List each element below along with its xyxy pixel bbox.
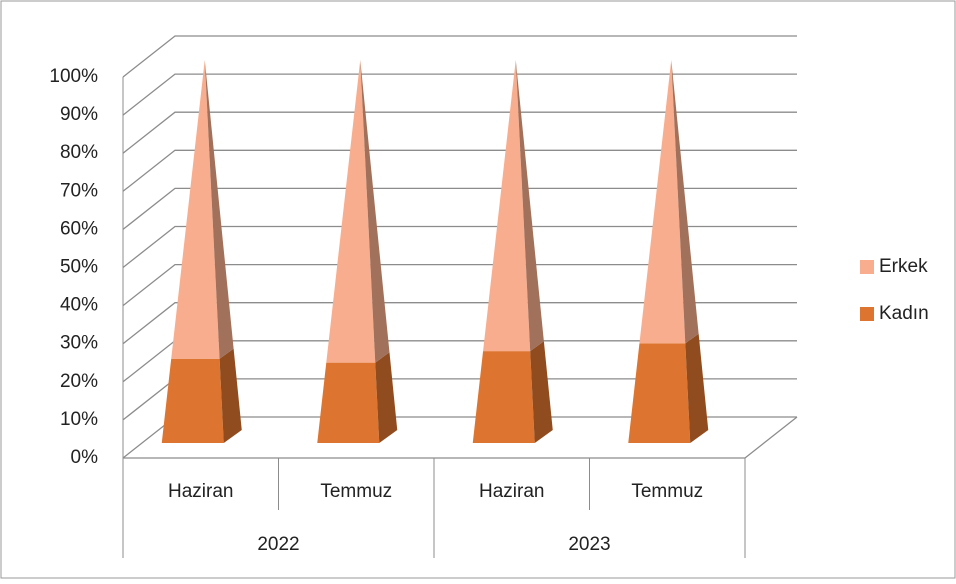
y-tick-label: 90% [60,104,98,125]
pyramid-side [375,352,398,443]
y-tick-label: 60% [60,218,98,239]
pyramid-segment [628,343,691,443]
pyramid-side [671,60,699,344]
pyramid-segment [483,60,531,352]
grid-line [122,187,797,230]
pyramid-segment [472,351,535,443]
legend-swatch [860,307,874,321]
y-tick-label: 20% [60,371,98,392]
pyramid-side [204,60,234,359]
x-tick-label: Haziran [168,481,233,502]
group-label: 2022 [257,534,299,555]
pyramid-side [530,341,553,443]
y-tick-label: 100% [49,66,98,87]
pyramid-segment [171,60,220,359]
x-tick-label: Haziran [479,481,544,502]
y-tick-label: 40% [60,295,98,316]
x-tick-label: Temmuz [631,481,703,502]
pyramid-side [685,333,709,443]
y-tick-label: 0% [71,447,99,468]
pyramid-side [360,60,390,363]
grid-line [122,111,797,154]
grid-line [122,35,797,78]
grid-line [122,73,797,116]
pyramid-side [219,348,242,443]
pyramid-segment [161,358,224,443]
grid-line [122,302,797,345]
legend-swatch [860,260,874,274]
grid-line [122,225,797,269]
y-tick-label: 30% [60,333,98,354]
grid-line [122,263,797,307]
y-tick-label: 70% [60,180,98,201]
x-tick-label: Temmuz [320,481,392,502]
y-tick-label: 80% [60,142,98,163]
y-tick-label: 50% [60,257,98,278]
y-tick-label: 10% [60,409,98,430]
pyramid-segment [326,60,376,363]
group-label: 2023 [568,534,610,555]
pyramid-side [515,60,544,352]
legend-label: Kadın [879,303,929,324]
grid-line [122,149,797,192]
legend-label: Erkek [879,256,928,277]
pyramid-segment [639,60,686,344]
pyramid-segment [317,362,380,443]
